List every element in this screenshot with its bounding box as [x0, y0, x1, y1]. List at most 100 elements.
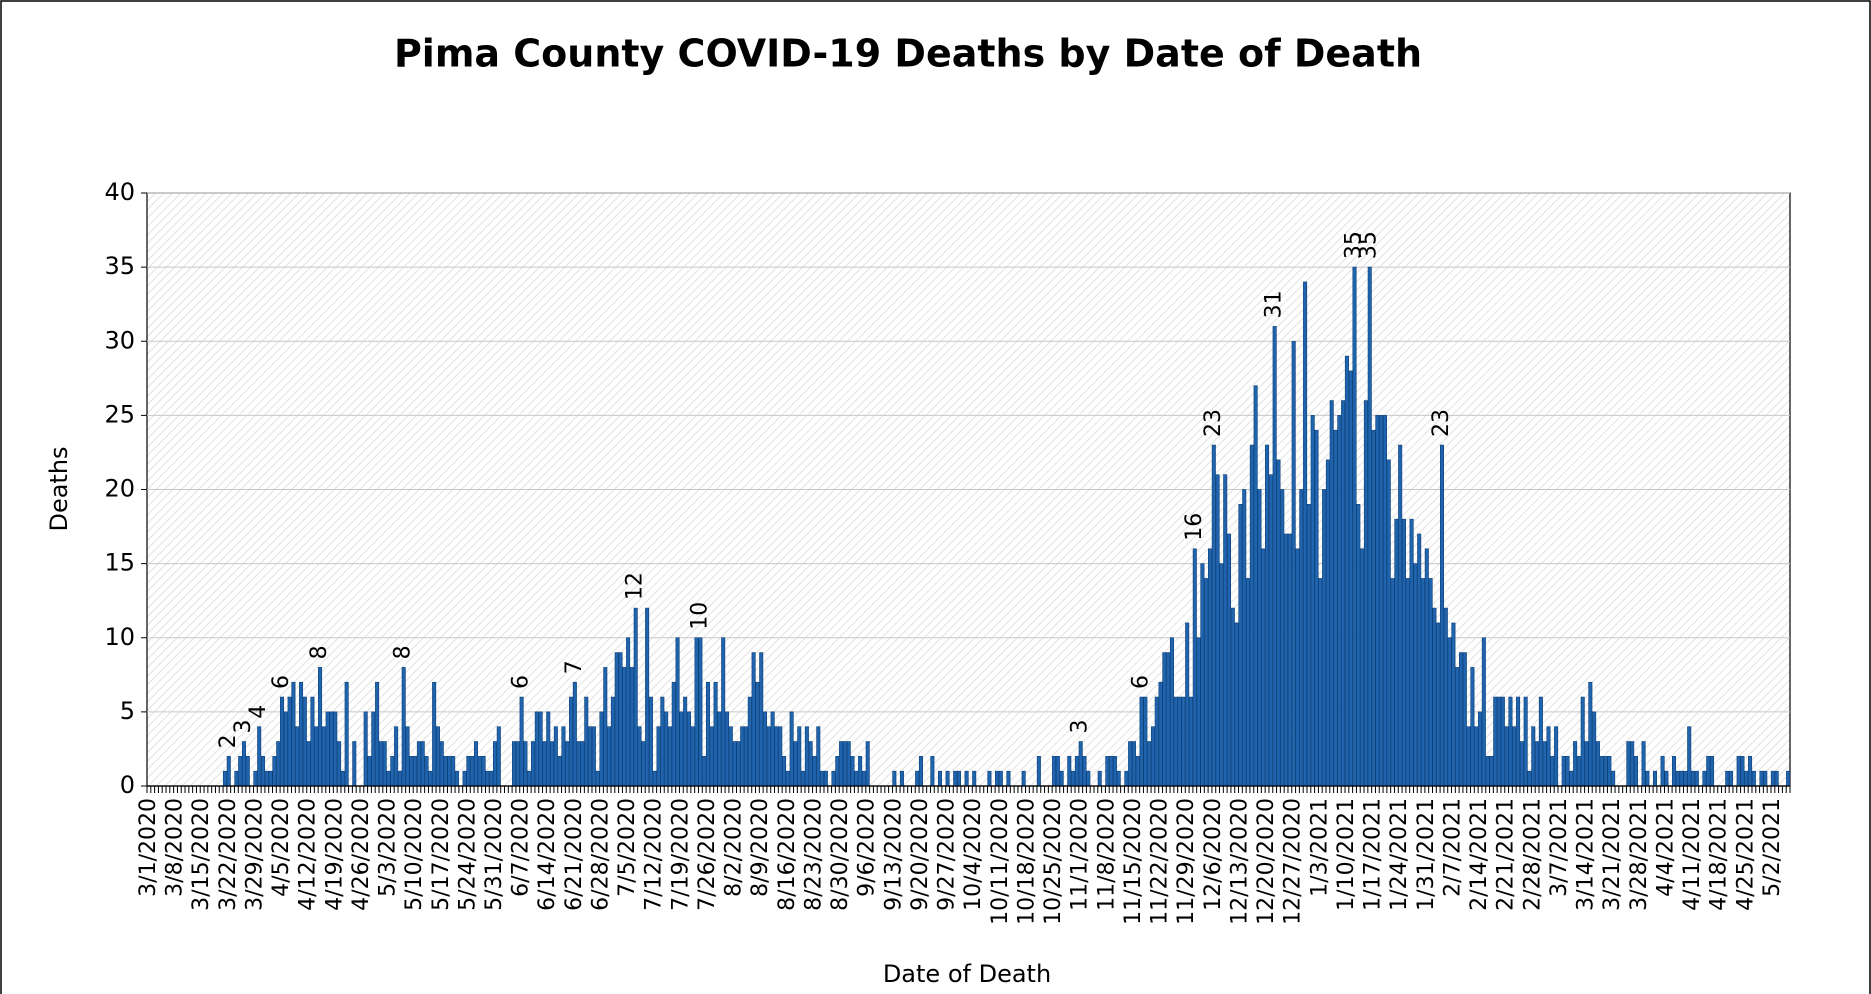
bar: [1238, 504, 1243, 787]
bar: [1576, 756, 1581, 787]
bar: [1333, 429, 1338, 787]
data-label: 31: [1262, 290, 1287, 318]
bar: [302, 696, 307, 787]
bar: [1664, 770, 1669, 787]
data-label: 8: [391, 645, 416, 659]
bar: [759, 652, 764, 787]
bar: [1207, 548, 1213, 787]
bar: [831, 770, 836, 787]
data-label: 6: [269, 675, 294, 689]
bar: [1257, 489, 1262, 787]
bar: [1508, 696, 1513, 787]
bar: [846, 741, 851, 787]
bar: [466, 756, 471, 787]
bar: [1687, 726, 1692, 787]
bar: [717, 711, 722, 787]
bar: [945, 770, 950, 787]
x-tick-label: 12/20/2020: [1254, 798, 1279, 925]
x-tick-label: 10/25/2020: [1041, 798, 1066, 925]
data-label: 6: [509, 675, 534, 689]
bar: [705, 681, 710, 787]
bar: [1546, 726, 1551, 787]
x-tick-label: 12/13/2020: [1227, 798, 1252, 925]
bar: [1082, 756, 1087, 787]
bar: [222, 770, 227, 787]
bar: [1702, 770, 1707, 787]
bar: [321, 726, 326, 787]
bar: [382, 741, 387, 787]
x-tick-label: 6/7/2020: [509, 798, 534, 897]
bar: [1424, 548, 1429, 787]
bar: [272, 756, 277, 787]
bar: [607, 726, 612, 787]
bar: [1280, 489, 1285, 787]
bar: [553, 726, 558, 787]
y-tick-label: 25: [104, 400, 135, 428]
bar: [1565, 756, 1570, 787]
x-tick-label: 8/2/2020: [722, 798, 747, 897]
bar: [283, 711, 288, 787]
x-tick-label: 8/30/2020: [828, 798, 853, 911]
bar: [226, 756, 231, 787]
bar: [1751, 770, 1756, 787]
bar: [276, 741, 281, 787]
bar: [420, 741, 425, 787]
bar: [1329, 400, 1334, 787]
bar: [1641, 741, 1646, 787]
bar: [713, 681, 718, 787]
bar: [1417, 533, 1422, 787]
x-tick-label: 5/31/2020: [482, 798, 507, 911]
bar: [1196, 637, 1201, 787]
bar: [481, 756, 486, 787]
bar: [774, 726, 779, 787]
x-tick-label: 4/19/2020: [322, 798, 347, 911]
bar: [1295, 548, 1300, 787]
bar: [310, 696, 315, 787]
bar: [531, 741, 536, 787]
bar: [413, 756, 418, 787]
x-tick-label: 1/24/2021: [1387, 798, 1412, 911]
y-tick-label: 20: [104, 475, 135, 503]
x-tick-label: 1/3/2021: [1307, 798, 1332, 897]
bar: [930, 756, 935, 787]
bar: [1363, 400, 1368, 787]
bar: [641, 741, 646, 787]
bar: [565, 741, 570, 787]
x-tick-label: 9/27/2020: [935, 798, 960, 911]
bar: [371, 711, 376, 787]
bar: [995, 770, 1000, 787]
bar: [1169, 637, 1174, 787]
bar: [1284, 533, 1289, 787]
bar: [1360, 548, 1365, 787]
bar: [1314, 429, 1319, 787]
bar: [1725, 770, 1730, 787]
bar: [956, 770, 962, 787]
bar: [492, 741, 498, 787]
bar: [1759, 770, 1764, 787]
data-label: 3: [1068, 720, 1093, 734]
bar: [964, 770, 969, 787]
bar: [542, 741, 547, 787]
x-tick-label: 12/6/2020: [1201, 798, 1226, 911]
bar: [1234, 622, 1239, 787]
bar: [690, 726, 695, 787]
bar: [1763, 770, 1768, 787]
bar: [1561, 756, 1566, 787]
bar: [1078, 741, 1083, 787]
bar: [648, 696, 653, 787]
bar: [793, 741, 798, 787]
bar: [1470, 667, 1475, 787]
bar: [257, 726, 262, 787]
bar: [1219, 563, 1224, 787]
x-tick-label: 2/28/2021: [1520, 798, 1545, 911]
x-tick-label: 4/26/2020: [349, 798, 374, 911]
bar: [291, 681, 296, 787]
bar: [1504, 726, 1509, 787]
bar: [1375, 415, 1380, 787]
bar: [1652, 770, 1657, 787]
bar: [287, 696, 292, 787]
bar: [721, 637, 726, 787]
bar: [724, 711, 730, 787]
bar: [1398, 444, 1403, 787]
bar: [1462, 652, 1467, 787]
